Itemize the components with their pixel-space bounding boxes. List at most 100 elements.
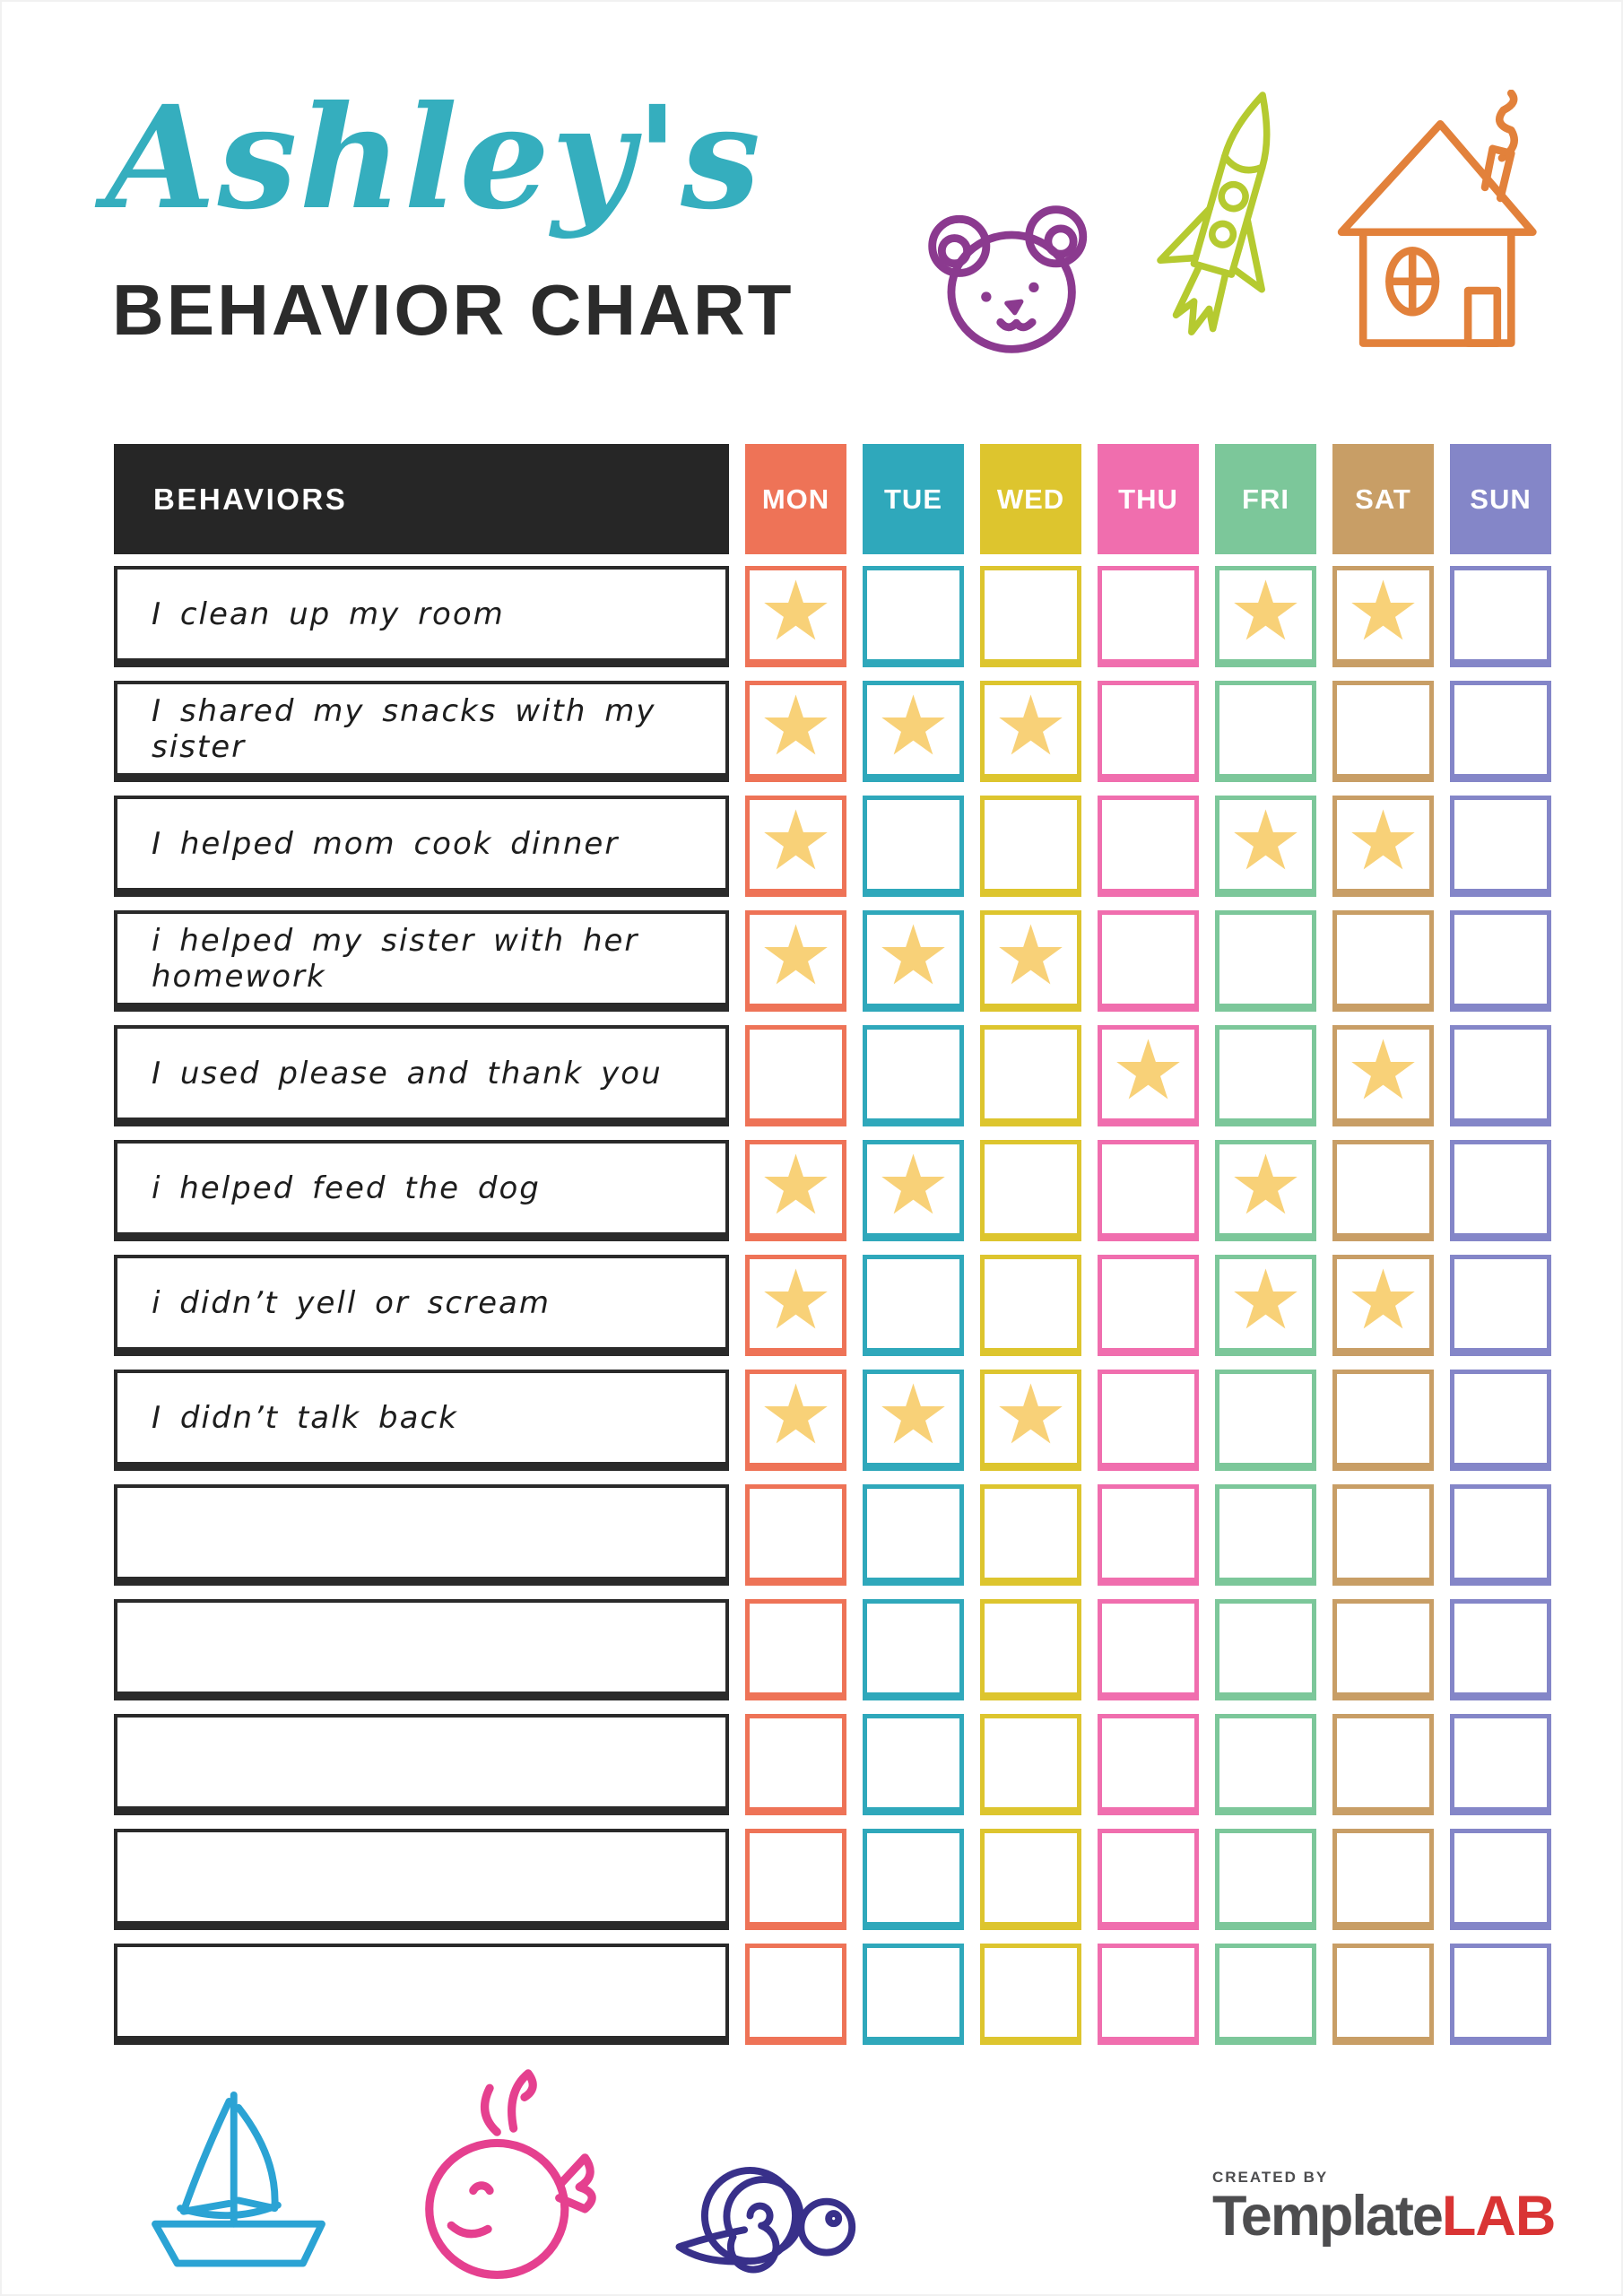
star-cell-row13-sat[interactable] (1332, 1944, 1434, 2045)
star-cell-row9-sun[interactable] (1450, 1484, 1551, 1586)
star-cell-row12-sat[interactable] (1332, 1829, 1434, 1930)
star-cell-row5-sat[interactable]: ★ (1332, 1025, 1434, 1126)
behavior-label-cell (114, 1599, 729, 1700)
star-cell-row10-tue[interactable] (863, 1599, 964, 1700)
star-cell-row1-wed[interactable] (980, 566, 1081, 667)
star-cell-row4-wed[interactable]: ★ (980, 910, 1081, 1012)
star-cell-row5-thu[interactable]: ★ (1098, 1025, 1199, 1126)
star-cell-row11-wed[interactable] (980, 1714, 1081, 1815)
star-cell-row9-sat[interactable] (1332, 1484, 1434, 1586)
star-cell-row4-sun[interactable] (1450, 910, 1551, 1012)
star-cell-row13-mon[interactable] (745, 1944, 846, 2045)
star-cell-row5-fri[interactable] (1215, 1025, 1316, 1126)
star-cell-row4-tue[interactable]: ★ (863, 910, 964, 1012)
star-cell-row5-wed[interactable] (980, 1025, 1081, 1126)
star-cell-row4-mon[interactable]: ★ (745, 910, 846, 1012)
star-cell-row11-tue[interactable] (863, 1714, 964, 1815)
star-cell-row13-fri[interactable] (1215, 1944, 1316, 2045)
star-cell-row5-tue[interactable] (863, 1025, 964, 1126)
star-icon: ★ (1228, 562, 1303, 659)
star-cell-row2-wed[interactable]: ★ (980, 681, 1081, 782)
star-cell-row1-fri[interactable]: ★ (1215, 566, 1316, 667)
star-cell-row7-wed[interactable] (980, 1255, 1081, 1356)
star-cell-row7-thu[interactable] (1098, 1255, 1199, 1356)
star-cell-row3-sat[interactable]: ★ (1332, 796, 1434, 897)
star-cell-row2-sat[interactable] (1332, 681, 1434, 782)
star-cell-row1-tue[interactable] (863, 566, 964, 667)
star-cell-row1-mon[interactable]: ★ (745, 566, 846, 667)
star-cell-row13-wed[interactable] (980, 1944, 1081, 2045)
star-icon: ★ (759, 562, 833, 659)
star-cell-row7-mon[interactable]: ★ (745, 1255, 846, 1356)
star-cell-row12-wed[interactable] (980, 1829, 1081, 1930)
star-cell-row8-tue[interactable]: ★ (863, 1370, 964, 1471)
star-cell-row13-tue[interactable] (863, 1944, 964, 2045)
day-header-wed: WED (980, 444, 1081, 554)
star-cell-row2-thu[interactable] (1098, 681, 1199, 782)
star-cell-row6-fri[interactable]: ★ (1215, 1140, 1316, 1241)
star-cell-row12-tue[interactable] (863, 1829, 964, 1930)
star-cell-row9-wed[interactable] (980, 1484, 1081, 1586)
star-cell-row8-mon[interactable]: ★ (745, 1370, 846, 1471)
star-cell-row4-sat[interactable] (1332, 910, 1434, 1012)
star-cell-row2-tue[interactable]: ★ (863, 681, 964, 782)
star-cell-row12-fri[interactable] (1215, 1829, 1316, 1930)
star-cell-row8-wed[interactable]: ★ (980, 1370, 1081, 1471)
star-cell-row3-sun[interactable] (1450, 796, 1551, 897)
star-cell-row3-tue[interactable] (863, 796, 964, 897)
star-cell-row6-wed[interactable] (980, 1140, 1081, 1241)
star-cell-row10-thu[interactable] (1098, 1599, 1199, 1700)
star-cell-row3-wed[interactable] (980, 796, 1081, 897)
star-cell-row4-fri[interactable] (1215, 910, 1316, 1012)
star-cell-row13-thu[interactable] (1098, 1944, 1199, 2045)
behavior-row-6: i helped feed the dog ★ ★ ★ (114, 1140, 1558, 1241)
star-cell-row12-sun[interactable] (1450, 1829, 1551, 1930)
star-cell-row8-fri[interactable] (1215, 1370, 1316, 1471)
star-cell-row9-tue[interactable] (863, 1484, 964, 1586)
star-cell-row6-mon[interactable]: ★ (745, 1140, 846, 1241)
star-cell-row3-thu[interactable] (1098, 796, 1199, 897)
star-cell-row9-thu[interactable] (1098, 1484, 1199, 1586)
star-cell-row10-mon[interactable] (745, 1599, 846, 1700)
star-cell-row11-thu[interactable] (1098, 1714, 1199, 1815)
star-cell-row2-fri[interactable] (1215, 681, 1316, 782)
star-cell-row12-mon[interactable] (745, 1829, 846, 1930)
star-cell-row2-mon[interactable]: ★ (745, 681, 846, 782)
star-icon: ★ (876, 1136, 950, 1233)
star-cell-row8-sat[interactable] (1332, 1370, 1434, 1471)
star-cell-row1-thu[interactable] (1098, 566, 1199, 667)
star-cell-row6-tue[interactable]: ★ (863, 1140, 964, 1241)
star-icon: ★ (994, 907, 1068, 1004)
star-cell-row3-mon[interactable]: ★ (745, 796, 846, 897)
star-cell-row9-fri[interactable] (1215, 1484, 1316, 1586)
star-cell-row5-sun[interactable] (1450, 1025, 1551, 1126)
star-cell-row1-sun[interactable] (1450, 566, 1551, 667)
star-cell-row3-fri[interactable]: ★ (1215, 796, 1316, 897)
star-cell-row6-sun[interactable] (1450, 1140, 1551, 1241)
star-cell-row2-sun[interactable] (1450, 681, 1551, 782)
star-cell-row10-sun[interactable] (1450, 1599, 1551, 1700)
star-cell-row10-fri[interactable] (1215, 1599, 1316, 1700)
star-cell-row7-tue[interactable] (863, 1255, 964, 1356)
star-cell-row11-fri[interactable] (1215, 1714, 1316, 1815)
star-cell-row11-sun[interactable] (1450, 1714, 1551, 1815)
star-cell-row13-sun[interactable] (1450, 1944, 1551, 2045)
star-cell-row6-thu[interactable] (1098, 1140, 1199, 1241)
star-cell-row8-sun[interactable] (1450, 1370, 1551, 1471)
star-cell-row5-mon[interactable] (745, 1025, 846, 1126)
star-cell-row7-fri[interactable]: ★ (1215, 1255, 1316, 1356)
star-cell-row9-mon[interactable] (745, 1484, 846, 1586)
star-cell-row12-thu[interactable] (1098, 1829, 1199, 1930)
star-cell-row7-sat[interactable]: ★ (1332, 1255, 1434, 1356)
star-cell-row10-wed[interactable] (980, 1599, 1081, 1700)
star-cell-row11-mon[interactable] (745, 1714, 846, 1815)
star-cell-row11-sat[interactable] (1332, 1714, 1434, 1815)
star-cell-row7-sun[interactable] (1450, 1255, 1551, 1356)
star-cell-row6-sat[interactable] (1332, 1140, 1434, 1241)
star-cell-row4-thu[interactable] (1098, 910, 1199, 1012)
star-cell-row10-sat[interactable] (1332, 1599, 1434, 1700)
star-cell-row8-thu[interactable] (1098, 1370, 1199, 1471)
star-cell-row1-sat[interactable]: ★ (1332, 566, 1434, 667)
bear-icon (928, 205, 1088, 353)
